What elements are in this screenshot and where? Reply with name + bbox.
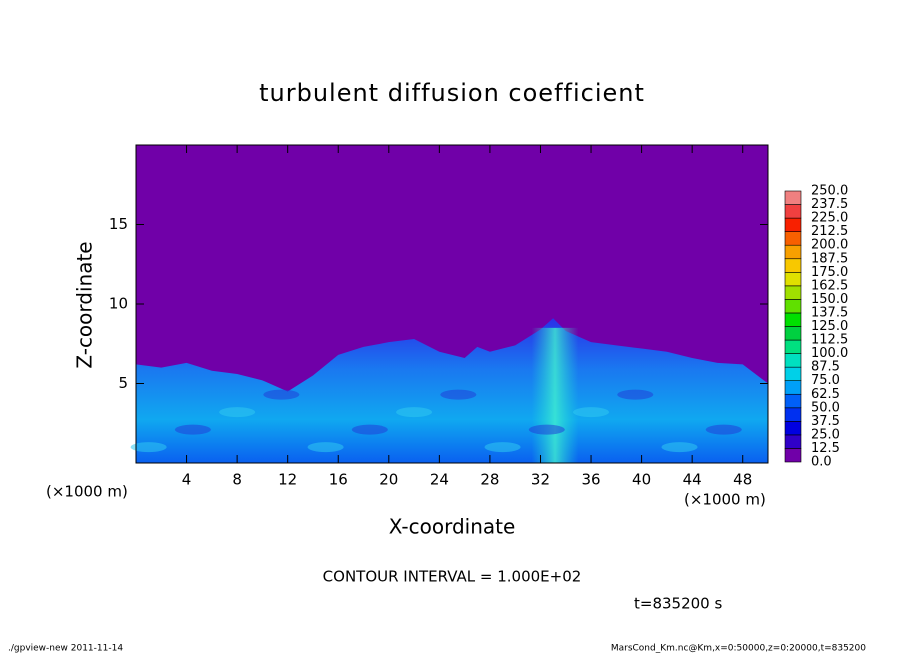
colorbar-label: 237.5 <box>811 197 848 212</box>
colorbar-label: 137.5 <box>811 305 848 320</box>
colorbar-swatch <box>784 448 802 463</box>
colorbar-label: 75.0 <box>811 373 840 388</box>
colorbar-label: 62.5 <box>811 387 840 402</box>
field-eddy <box>174 424 211 435</box>
colorbar-swatch <box>784 434 802 449</box>
field-eddy <box>219 407 256 418</box>
colorbar-swatch <box>784 244 802 260</box>
colorbar-swatch <box>784 204 802 219</box>
x-tick-label: 28 <box>480 471 499 489</box>
x-tick-label: 12 <box>278 471 297 489</box>
colorbar-label: 87.5 <box>811 360 840 375</box>
x-tick-label: 44 <box>683 471 702 489</box>
x-tick-label: 24 <box>430 471 449 489</box>
colorbar-label: 25.0 <box>811 427 840 442</box>
field-eddy <box>351 424 388 435</box>
colorbar-swatch <box>784 380 802 395</box>
y-axis-label: Z-coordinate <box>73 241 97 368</box>
field <box>130 145 768 463</box>
field-eddy <box>130 442 167 453</box>
y-tick-label: 15 <box>109 215 128 233</box>
colorbar-swatch <box>784 285 802 300</box>
footer-right: MarsCond_Km.nc@Km,x=0:50000,z=0:20000,t=… <box>611 644 866 654</box>
x-tick-label: 20 <box>379 471 398 489</box>
field-eddy <box>661 442 698 453</box>
colorbar-label: 0.0 <box>811 455 832 470</box>
colorbar-label: 225.0 <box>811 211 848 226</box>
colorbar-swatch <box>784 231 802 246</box>
colorbar-swatch <box>784 421 802 436</box>
x-axis-label: X-coordinate <box>389 515 516 539</box>
colorbar-swatch <box>784 217 802 232</box>
colorbar-swatch <box>784 190 802 205</box>
colorbar-swatch <box>784 299 802 314</box>
contour-interval: CONTOUR INTERVAL = 1.000E+02 <box>323 568 582 586</box>
x-tick-label: 8 <box>232 471 242 489</box>
field-eddy <box>573 407 610 418</box>
field-eddy <box>528 424 565 435</box>
field-eddy <box>617 389 654 400</box>
colorbar-label: 162.5 <box>811 278 848 293</box>
x-unit: (×1000 m) <box>684 491 766 509</box>
colorbar-label: 112.5 <box>811 333 848 348</box>
colorbar-swatch <box>784 271 802 287</box>
colorbar-swatch <box>784 407 802 422</box>
colorbar-swatch <box>784 353 802 368</box>
colorbar-swatch <box>784 366 802 381</box>
x-tick-label: 32 <box>531 471 550 489</box>
colorbar-swatch <box>784 326 802 341</box>
y-tick-label: 5 <box>118 374 128 392</box>
field-eddy <box>307 442 344 453</box>
colorbar-swatch <box>784 339 802 354</box>
colorbar-label: 37.5 <box>811 414 840 429</box>
field-eddy <box>484 442 521 453</box>
colorbar-label: 200.0 <box>811 238 848 253</box>
x-tick-label: 40 <box>632 471 651 489</box>
x-tick-label: 4 <box>182 471 192 489</box>
colorbar-label: 175.0 <box>811 265 848 280</box>
x-unit: (×1000 m) <box>46 483 128 501</box>
colorbar-label: 150.0 <box>811 292 848 307</box>
footer-left: ./gpview-new 2011-11-14 <box>8 644 123 654</box>
field-eddy <box>263 389 300 400</box>
x-tick-label: 48 <box>733 471 752 489</box>
colorbar-label: 250.0 <box>811 184 848 199</box>
field-plume <box>531 327 579 463</box>
colorbar-swatch <box>784 312 802 327</box>
colorbar-swatch <box>784 258 802 273</box>
time-label: t=835200 s <box>634 595 722 613</box>
y-tick-label: 10 <box>109 295 128 313</box>
x-tick-label: 16 <box>329 471 348 489</box>
field-eddy <box>440 389 477 400</box>
chart-title: turbulent diffusion coefficient <box>259 79 645 107</box>
colorbar-label: 100.0 <box>811 346 848 361</box>
colorbar-swatch <box>784 393 802 409</box>
colorbar-label: 212.5 <box>811 224 848 239</box>
x-tick-label: 36 <box>581 471 600 489</box>
field-eddy <box>396 407 433 418</box>
colorbar-label: 125.0 <box>811 319 848 334</box>
colorbar-label: 12.5 <box>811 441 840 456</box>
colorbar-label: 187.5 <box>811 251 848 266</box>
colorbar-label: 50.0 <box>811 400 840 415</box>
field-eddy <box>705 424 742 435</box>
